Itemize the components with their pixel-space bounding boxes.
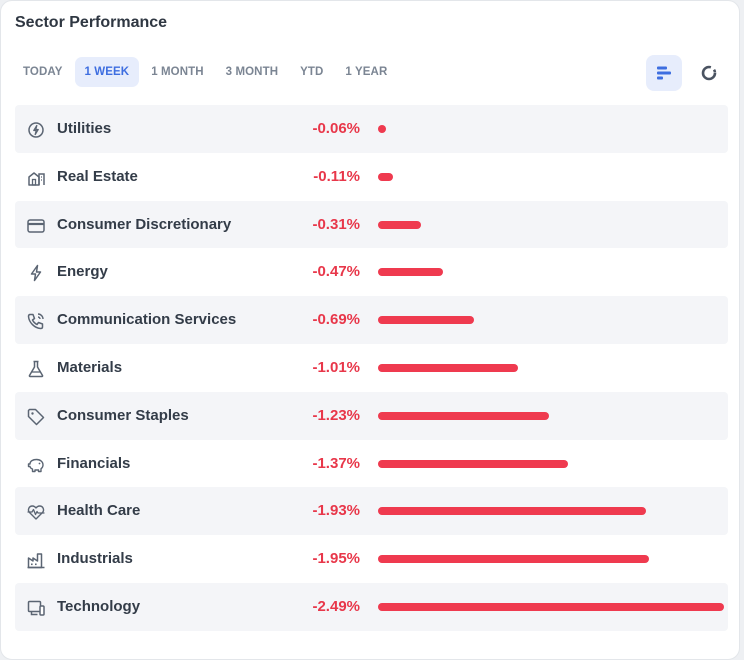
- sector-change-value: -1.93%: [312, 502, 360, 520]
- sector-change-value: -1.23%: [312, 406, 360, 424]
- sector-bar-track: [378, 507, 724, 516]
- sector-bar-track: [378, 268, 724, 277]
- sector-change-value: -2.49%: [312, 597, 360, 615]
- sector-change-value: -1.01%: [312, 358, 360, 376]
- sector-name: Industrials: [57, 550, 133, 568]
- sector-bar-track: [378, 125, 724, 133]
- donut-view-button[interactable]: [691, 55, 727, 91]
- sector-row[interactable]: Materials -1.01%: [15, 344, 728, 392]
- sector-bar: [378, 220, 422, 229]
- sector-row[interactable]: Energy -0.47%: [15, 248, 728, 296]
- sector-bar: [378, 363, 519, 372]
- sector-name: Communication Services: [57, 311, 237, 329]
- sector-row[interactable]: Health Care -1.93%: [15, 487, 728, 536]
- sector-row[interactable]: Technology -2.49%: [15, 582, 728, 631]
- sector-row[interactable]: Real Estate -0.11%: [15, 153, 728, 201]
- sector-change-value: -0.31%: [312, 215, 360, 233]
- bar-view-button[interactable]: [646, 55, 682, 91]
- sector-change-value: -0.69%: [312, 311, 360, 329]
- tab-today[interactable]: TODAY: [23, 66, 63, 78]
- real-estate-icon: [26, 168, 46, 188]
- communication-services-icon: [26, 311, 46, 331]
- sector-name: Real Estate: [57, 167, 138, 185]
- consumer-discretionary-icon: [26, 216, 46, 236]
- tab-3-month[interactable]: 3 MONTH: [225, 66, 279, 78]
- sector-name: Materials: [57, 358, 123, 376]
- sector-row[interactable]: Utilities -0.06%: [15, 105, 728, 153]
- sector-row[interactable]: Financials -1.37%: [15, 440, 728, 488]
- sector-change-value: -1.95%: [312, 550, 360, 568]
- sector-bar: [378, 602, 724, 611]
- sector-bar: [378, 459, 569, 468]
- sector-bar: [378, 411, 549, 420]
- tab-1-month[interactable]: 1 MONTH: [151, 66, 204, 78]
- tab-1-year[interactable]: 1 YEAR: [345, 66, 388, 78]
- sector-bar-track: [378, 172, 724, 181]
- sector-list: Utilities -0.06% Real Estate -0.11% Consumer…: [15, 105, 728, 631]
- sector-bar-track: [378, 411, 724, 420]
- industrials-icon: [26, 550, 46, 570]
- sector-bar: [378, 507, 647, 516]
- sector-bar: [378, 125, 387, 133]
- sector-row[interactable]: Consumer Staples -1.23%: [15, 391, 728, 440]
- consumer-staples-icon: [26, 407, 46, 427]
- sector-row[interactable]: Consumer Discretionary -0.31%: [15, 200, 728, 249]
- utilities-icon: [26, 120, 46, 140]
- financials-icon: [26, 455, 46, 475]
- sector-name: Energy: [57, 263, 108, 281]
- sector-row[interactable]: Communication Services -0.69%: [15, 296, 728, 344]
- sector-bar-track: [378, 316, 724, 325]
- sector-change-value: -0.11%: [313, 167, 360, 185]
- sector-bar-track: [378, 363, 724, 372]
- sector-bar-track: [378, 555, 724, 564]
- sector-name: Utilities: [57, 120, 112, 137]
- sector-bar: [378, 316, 474, 325]
- period-tabs: TODAY 1 WEEK 1 MONTH 3 MONTH YTD 1 YEAR: [13, 57, 399, 87]
- materials-icon: [26, 359, 46, 379]
- sector-bar: [378, 555, 649, 564]
- sector-name: Health Care: [57, 502, 141, 520]
- tab-ytd[interactable]: YTD: [300, 66, 324, 78]
- sector-name: Technology: [57, 597, 141, 615]
- tab-1-week[interactable]: 1 WEEK: [74, 57, 140, 87]
- sector-bar: [378, 172, 394, 181]
- sector-bar-track: [378, 459, 724, 468]
- sector-name: Financials: [57, 454, 131, 472]
- donut-chart-icon: [701, 65, 717, 81]
- sector-change-value: -0.06%: [312, 120, 360, 137]
- energy-icon: [26, 263, 46, 283]
- health-care-icon: [26, 502, 46, 522]
- sector-bar-track: [378, 220, 724, 229]
- sector-bar-track: [378, 602, 724, 611]
- sector-row[interactable]: Industrials -1.95%: [15, 535, 728, 583]
- sector-name: Consumer Discretionary: [57, 215, 232, 233]
- sector-bar: [378, 268, 444, 277]
- widget-title: Sector Performance: [15, 14, 168, 31]
- sector-change-value: -1.37%: [312, 454, 360, 472]
- sector-change-value: -0.47%: [312, 263, 360, 281]
- sector-name: Consumer Staples: [57, 406, 189, 424]
- bar-chart-icon: [657, 66, 671, 80]
- technology-icon: [26, 598, 46, 618]
